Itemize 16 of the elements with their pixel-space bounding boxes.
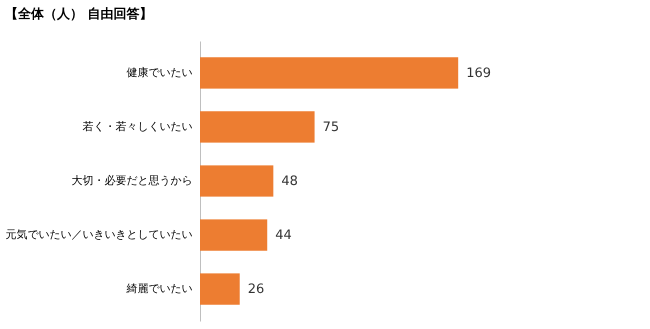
y-tick-label: 若く・若々しくいたい <box>82 120 192 133</box>
bar <box>200 273 240 305</box>
y-tick-label: 健康でいたい <box>126 66 192 79</box>
y-tick-label: 元気でいたい／いきいきとしていたい <box>6 228 192 242</box>
data-label: 26 <box>248 282 264 298</box>
bar <box>200 57 458 89</box>
text: 【全体（人） 自由回答】 <box>5 6 153 22</box>
bar <box>200 111 315 143</box>
bar <box>200 165 274 197</box>
y-tick-label: 綺麗でいたい <box>126 282 192 296</box>
bar <box>200 219 268 251</box>
y-tick-label: 大切・必要だと思うから <box>72 174 192 187</box>
data-label: 48 <box>281 174 298 189</box>
data-label: 169 <box>466 66 492 81</box>
data-label: 75 <box>322 120 340 135</box>
data-label: 44 <box>275 228 292 244</box>
